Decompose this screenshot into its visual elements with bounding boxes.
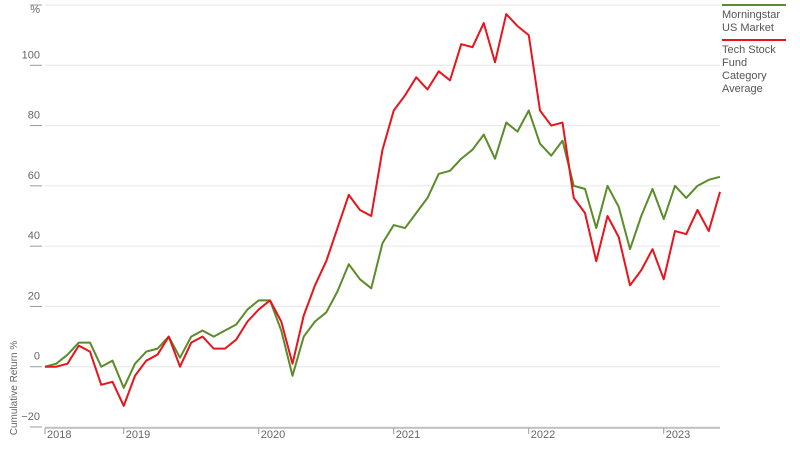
- y-tick-label: 20: [28, 290, 40, 302]
- y-tick-label: 60: [28, 170, 40, 182]
- x-tick-label: 2023: [666, 429, 690, 441]
- y-axis-title: Cumulative Return %: [9, 341, 20, 436]
- x-tick-label: 2020: [261, 429, 285, 441]
- y-tick-label: 40: [28, 230, 40, 242]
- series-line: [45, 13, 721, 407]
- y-tick-label: 120: [22, 0, 40, 1]
- y-unit: %: [30, 4, 40, 16]
- legend-item: Morningstar US Market: [722, 4, 794, 35]
- x-tick-label: 2018: [47, 429, 71, 441]
- y-tick-label: 100: [22, 49, 40, 61]
- legend-item: Tech Stock Fund Category Average: [722, 39, 794, 96]
- x-tick-label: 2021: [396, 429, 420, 441]
- legend-label: Tech Stock Fund Category Average: [722, 44, 776, 95]
- y-tick-label: 80: [28, 110, 40, 122]
- legend-swatch: [722, 4, 786, 6]
- y-tick-label: 0: [34, 351, 40, 363]
- legend-swatch: [722, 39, 786, 41]
- legend-label: Morningstar US Market: [722, 9, 781, 34]
- series-line: [44, 109, 721, 389]
- y-tick-label: −20: [21, 411, 40, 423]
- x-tick-label: 2019: [126, 429, 150, 441]
- x-tick-label: 2022: [531, 429, 555, 441]
